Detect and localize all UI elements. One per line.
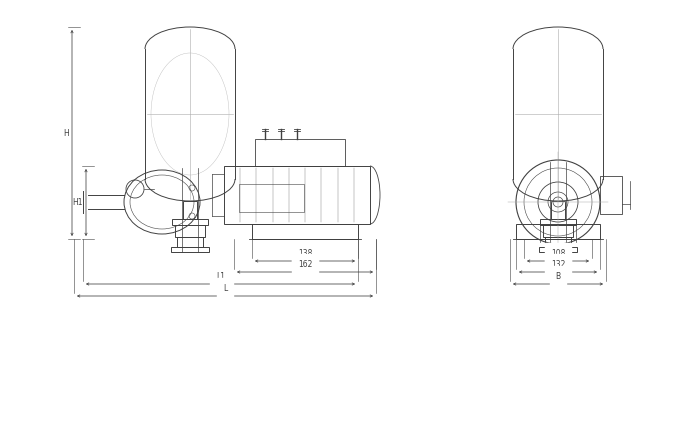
Text: H: H bbox=[63, 128, 69, 137]
Text: L: L bbox=[223, 284, 227, 293]
Text: 138: 138 bbox=[298, 249, 312, 258]
Bar bbox=[175, 225, 205, 237]
Bar bbox=[171, 247, 209, 252]
Bar bbox=[539, 247, 577, 252]
Bar bbox=[600, 176, 622, 214]
Text: 108: 108 bbox=[551, 249, 565, 258]
Text: H1: H1 bbox=[73, 198, 83, 207]
Text: 132: 132 bbox=[551, 260, 565, 269]
Bar bbox=[551, 201, 565, 219]
Text: L1: L1 bbox=[216, 272, 225, 281]
Bar bbox=[172, 219, 208, 225]
Bar bbox=[224, 166, 370, 224]
Bar bbox=[252, 224, 358, 239]
Bar bbox=[540, 219, 576, 225]
Bar bbox=[255, 139, 345, 166]
Bar bbox=[239, 184, 304, 212]
Bar bbox=[516, 224, 600, 239]
Text: B: B bbox=[556, 272, 560, 281]
Bar bbox=[183, 201, 197, 219]
Text: 162: 162 bbox=[298, 260, 312, 269]
Bar bbox=[545, 237, 571, 247]
Bar bbox=[177, 237, 203, 247]
Bar bbox=[543, 225, 573, 237]
